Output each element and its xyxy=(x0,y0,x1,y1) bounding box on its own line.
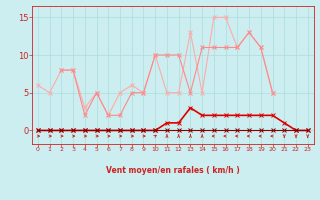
X-axis label: Vent moyen/en rafales ( km/h ): Vent moyen/en rafales ( km/h ) xyxy=(106,166,240,175)
